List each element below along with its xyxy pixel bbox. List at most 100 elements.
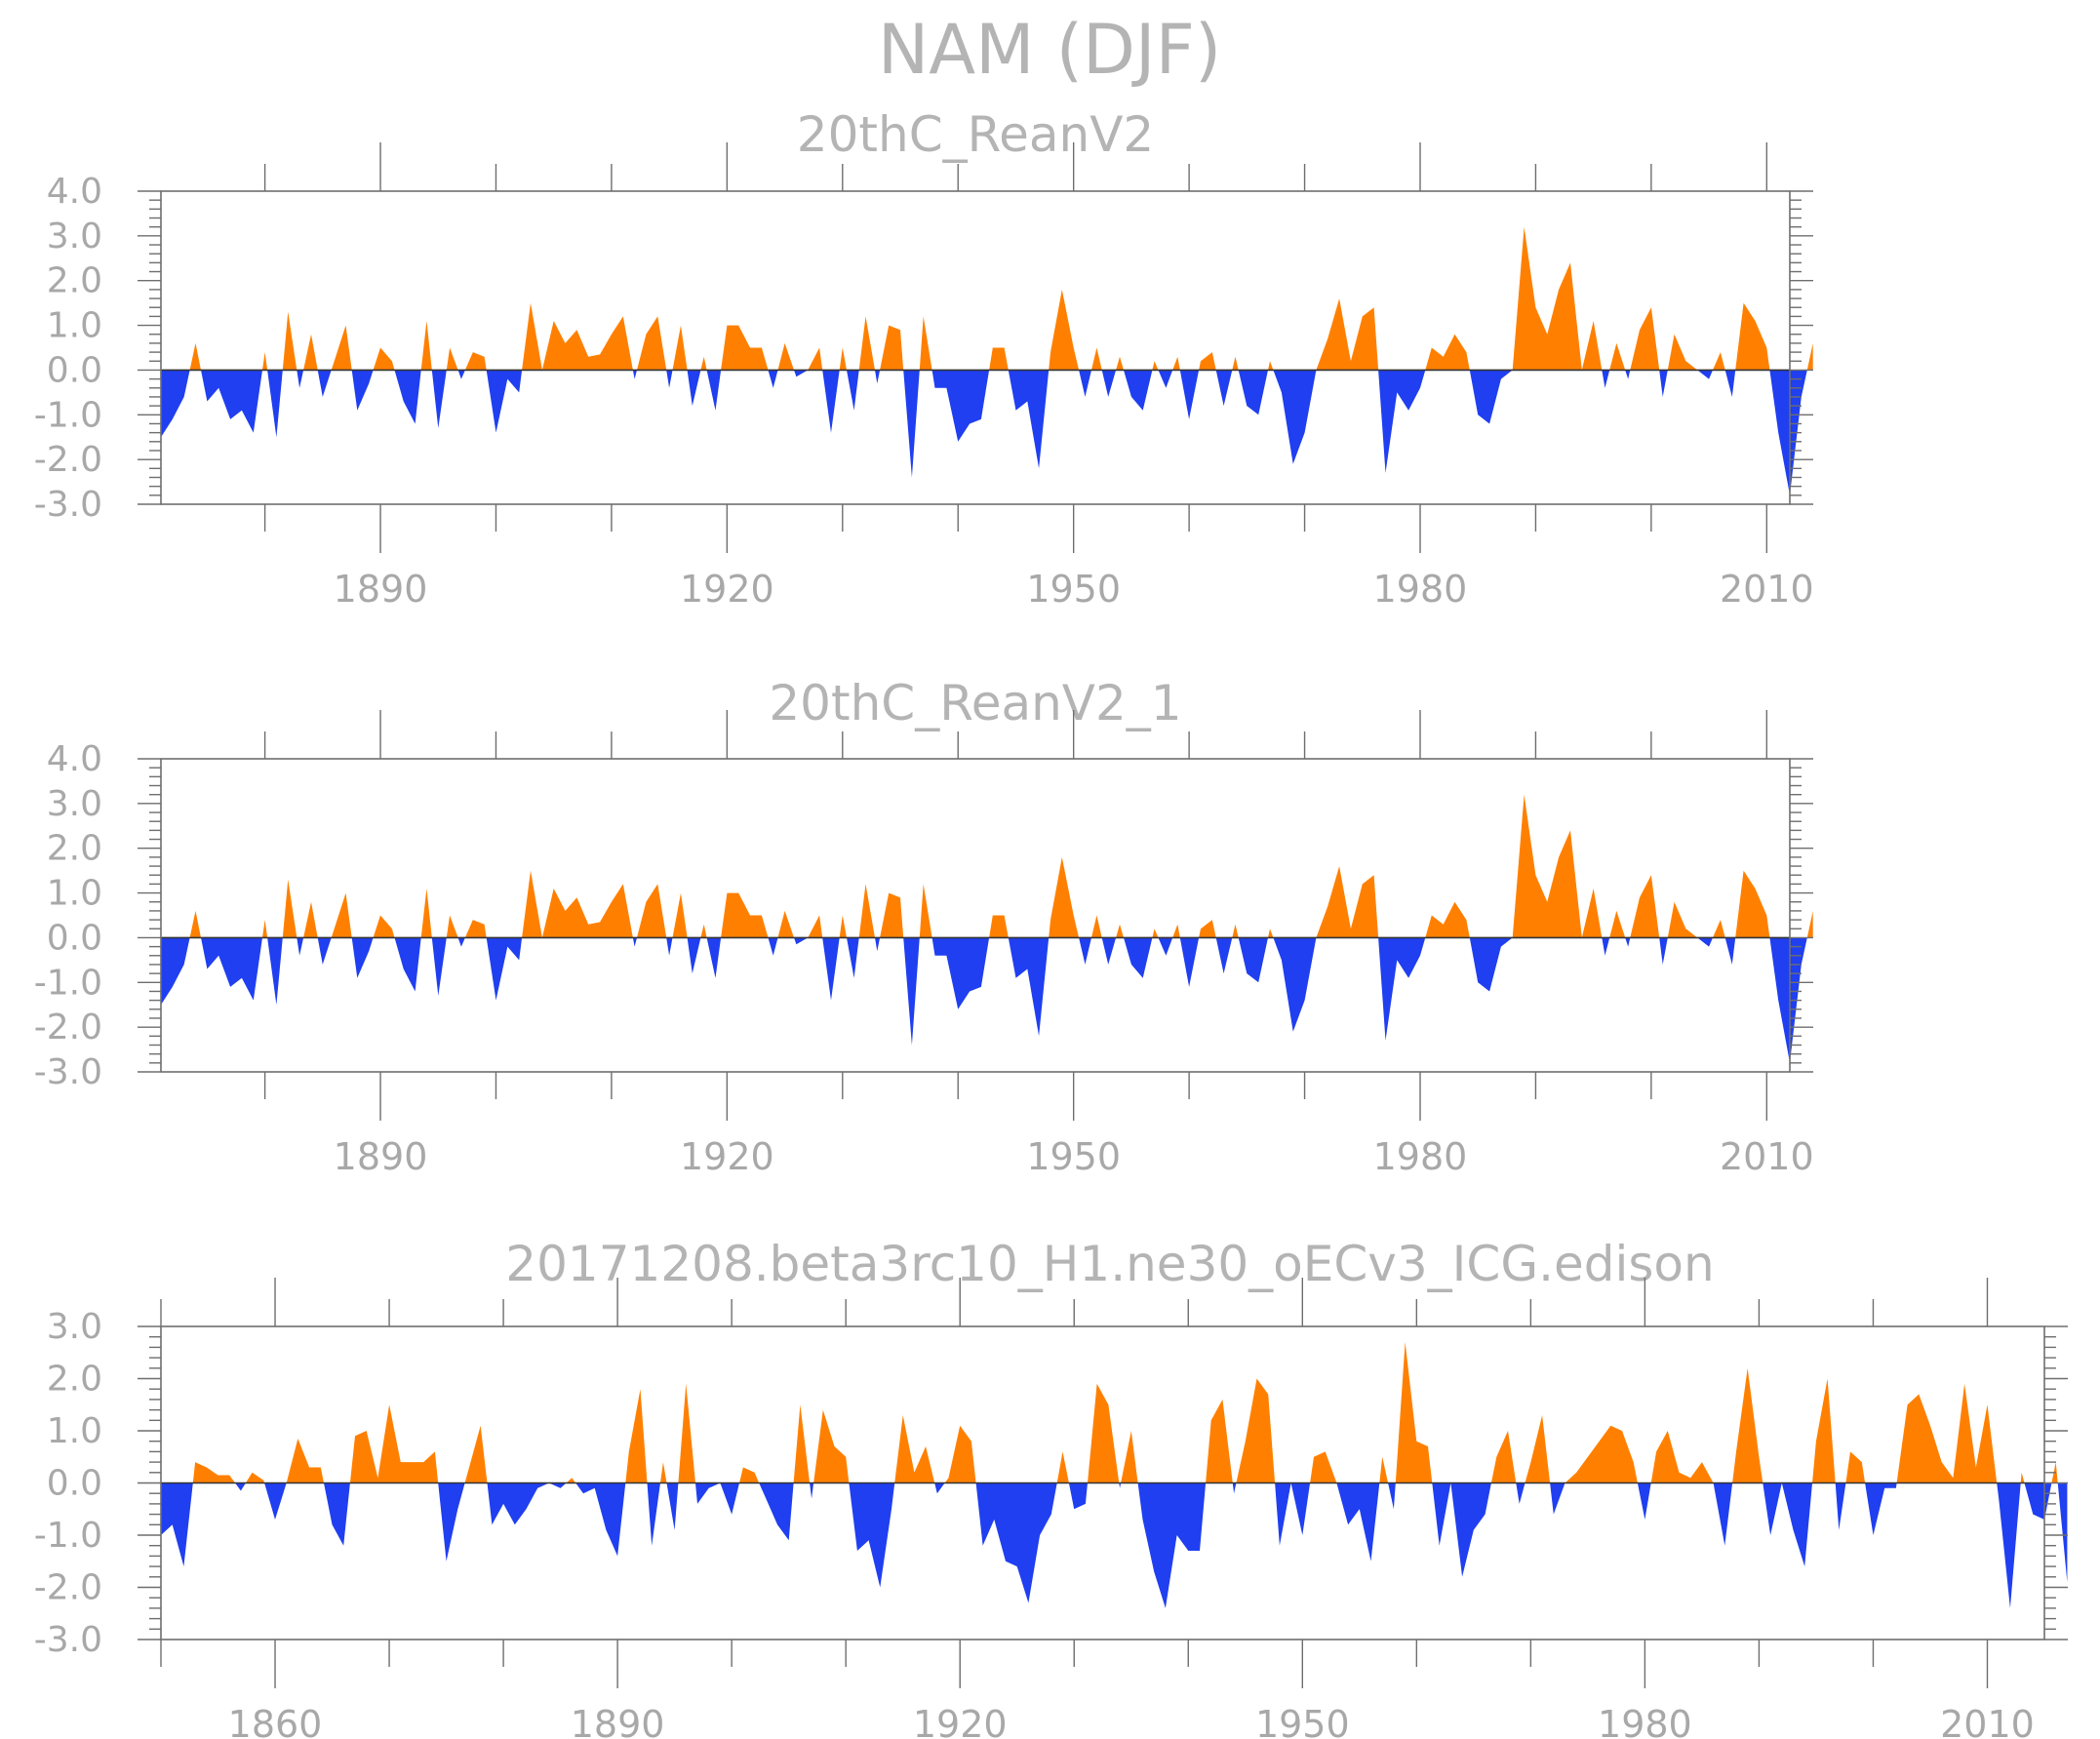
- panel-20thc-reanv2: 20thC_ReanV2 4.0 3.02.0 1.00.0 -1.0 -2.0 -3.0…: [34, 106, 1814, 611]
- positive-anomaly-area: [880, 892, 904, 938]
- negative-anomaly-area: [1290, 1482, 1311, 1535]
- negative-anomaly-area: [1835, 1482, 1846, 1530]
- series-fill: [161, 794, 1813, 1063]
- positive-anomaly-area: [303, 901, 318, 938]
- negative-anomaly-area: [759, 1482, 794, 1541]
- positive-anomaly-area: [1667, 334, 1698, 371]
- positive-anomaly-area: [839, 915, 847, 938]
- positive-anomaly-area: [813, 1409, 850, 1483]
- panel-beta3rc10-model: 20171208.beta3rc10_H1.ne30_oECv3_ICG.edi…: [34, 1236, 2068, 1739]
- panel-title: 20171208.beta3rc10_H1.ne30_oECv3_ICG.edi…: [505, 1236, 1714, 1292]
- negative-anomaly-area: [548, 1482, 567, 1488]
- positive-anomaly-area: [858, 316, 875, 371]
- y-tick-label: -3.0: [34, 1620, 102, 1660]
- positive-anomaly-area: [1379, 1456, 1389, 1483]
- plot-frame: [160, 758, 1791, 1073]
- negative-anomaly-area: [264, 1482, 287, 1520]
- negative-anomaly-area: [768, 937, 778, 956]
- negative-anomaly-area: [1119, 1482, 1122, 1488]
- negative-anomaly-area: [351, 370, 374, 411]
- positive-anomaly-area: [1395, 1342, 1433, 1483]
- positive-anomaly-area: [420, 889, 432, 938]
- negative-anomaly-area: [1008, 937, 1050, 1037]
- negative-anomaly-area: [687, 370, 701, 407]
- y-tick-label: 3.0: [47, 784, 102, 824]
- negative-anomaly-area: [1550, 1482, 1565, 1515]
- positive-anomaly-area: [1206, 1399, 1233, 1483]
- positive-anomaly-area: [894, 1415, 935, 1483]
- positive-anomaly-area: [1172, 356, 1180, 371]
- x-tick-label: 2010: [1720, 568, 1814, 611]
- negative-anomaly-area: [847, 370, 859, 411]
- negative-anomaly-area: [1450, 1482, 1491, 1577]
- negative-anomaly-area: [486, 370, 523, 433]
- y-tick-label: -2.0: [34, 440, 102, 480]
- negative-anomaly-area: [794, 937, 809, 945]
- positive-anomaly-area: [1056, 1451, 1069, 1483]
- positive-anomaly-area: [1232, 924, 1239, 938]
- y-tick-label: -1.0: [34, 1516, 102, 1556]
- positive-anomaly-area: [1316, 866, 1379, 938]
- positive-anomaly-area: [672, 892, 688, 938]
- series-fill: [161, 226, 1813, 495]
- negative-anomaly-area: [1763, 1482, 1782, 1535]
- negative-anomaly-area: [1659, 937, 1668, 965]
- negative-anomaly-area: [235, 1482, 246, 1491]
- negative-anomaly-area: [875, 370, 881, 384]
- positive-anomaly-area: [678, 1383, 695, 1483]
- negative-anomaly-area: [1378, 370, 1426, 473]
- negative-anomaly-area: [267, 370, 283, 438]
- x-tick-label: 1860: [228, 1703, 323, 1739]
- negative-anomaly-area: [394, 370, 421, 424]
- positive-anomaly-area: [1121, 1431, 1138, 1483]
- positive-anomaly-area: [700, 924, 707, 938]
- positive-anomaly-area: [1667, 901, 1698, 938]
- positive-anomaly-area: [1152, 361, 1159, 371]
- positive-anomaly-area: [1268, 929, 1274, 938]
- positive-anomaly-area: [1609, 910, 1626, 938]
- x-tick-label: 2010: [1720, 1135, 1814, 1178]
- negative-anomaly-area: [1713, 1482, 1733, 1546]
- positive-anomaly-area: [1152, 929, 1159, 938]
- negative-anomaly-area: [1625, 937, 1631, 947]
- negative-anomaly-area: [1215, 370, 1233, 407]
- negative-anomaly-area: [1232, 1482, 1237, 1494]
- positive-anomaly-area: [1049, 289, 1080, 371]
- negative-anomaly-area: [931, 370, 990, 442]
- negative-anomaly-area: [267, 937, 283, 1006]
- positive-anomaly-area: [1268, 361, 1274, 371]
- negative-anomaly-area: [161, 1482, 193, 1567]
- negative-anomaly-area: [1215, 937, 1233, 974]
- positive-anomaly-area: [989, 915, 1009, 938]
- x-tick-label: 1950: [1026, 568, 1121, 611]
- negative-anomaly-area: [931, 937, 990, 1009]
- x-tick-label: 1890: [571, 1703, 665, 1739]
- negative-anomaly-area: [720, 1482, 739, 1515]
- positive-anomaly-area: [919, 316, 932, 371]
- positive-anomaly-area: [1630, 875, 1660, 938]
- negative-anomaly-area: [1101, 370, 1117, 397]
- positive-anomaly-area: [777, 910, 794, 938]
- negative-anomaly-area: [1432, 1482, 1451, 1546]
- positive-anomaly-area: [1199, 352, 1216, 371]
- figure-title: NAM (DJF): [878, 10, 1221, 90]
- positive-anomaly-area: [1172, 924, 1180, 938]
- plot-frame: [160, 190, 1791, 505]
- negative-anomaly-area: [903, 370, 920, 478]
- positive-anomaly-area: [1232, 356, 1239, 371]
- negative-anomaly-area: [1781, 1482, 1812, 1567]
- negative-anomaly-area: [1997, 1482, 2021, 1608]
- positive-anomaly-area: [1512, 794, 1603, 938]
- positive-anomaly-area: [777, 342, 794, 371]
- negative-anomaly-area: [1625, 370, 1631, 379]
- positive-anomaly-area: [522, 302, 633, 371]
- y-tick-label: 0.0: [47, 350, 102, 390]
- positive-anomaly-area: [373, 915, 395, 938]
- negative-anomaly-area: [1137, 1482, 1207, 1608]
- positive-anomaly-area: [700, 356, 707, 371]
- positive-anomaly-area: [189, 342, 201, 371]
- x-tick-label: 1920: [680, 568, 774, 611]
- positive-anomaly-area: [1199, 920, 1216, 938]
- negative-anomaly-area: [706, 370, 722, 411]
- negative-anomaly-area: [324, 1482, 350, 1546]
